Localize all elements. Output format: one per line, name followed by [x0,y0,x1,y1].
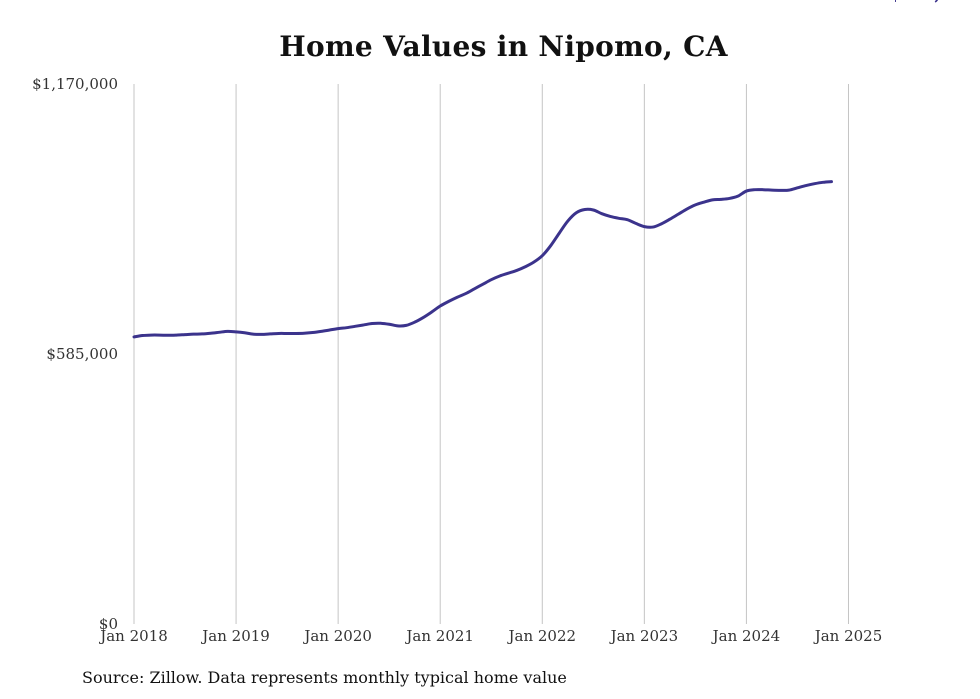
x-tick-label: Jan 2019 [200,627,270,645]
x-tick-label: Jan 2021 [404,627,474,645]
grid-lines [133,84,849,624]
series-layer [132,180,833,339]
y-axis-ticks: $0 $585,000 $1,170,000 [32,75,118,633]
x-tick-label: Jan 2020 [302,627,372,645]
x-tick-label: Jan 2024 [711,627,781,645]
last-value-label: $939,467 [890,0,974,4]
source-note: Source: Zillow. Data represents monthly … [82,668,567,687]
x-axis-ticks: Jan 2018 Jan 2019 Jan 2020 Jan 2021 Jan 2022… [98,627,882,645]
y-tick-label: $0 [99,615,118,633]
y-tick-label: $1,170,000 [32,75,118,93]
x-tick-label: Jan 2023 [609,627,679,645]
series-line [132,180,833,339]
x-tick-label: Jan 2022 [506,627,576,645]
y-tick-label: $585,000 [46,345,118,363]
x-tick-label: Jan 2025 [813,627,883,645]
chart-title: Home Values in Nipomo, CA [279,30,728,63]
data-labels: $939,467 [890,0,974,4]
x-tick-label: Jan 2018 [98,627,168,645]
